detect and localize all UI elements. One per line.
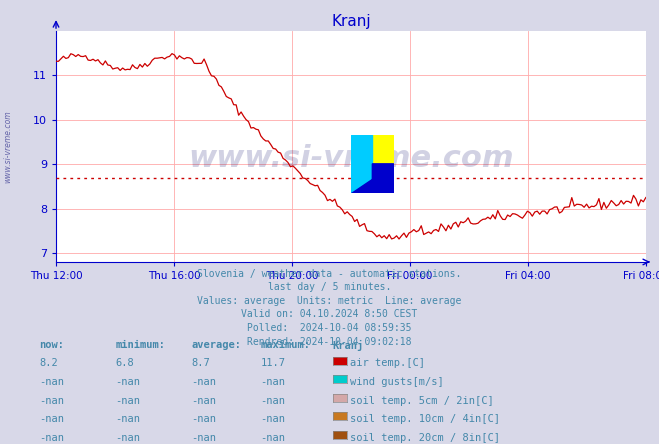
Text: minimum:: minimum:	[115, 340, 165, 350]
Text: -nan: -nan	[115, 414, 140, 424]
Text: -nan: -nan	[260, 377, 285, 387]
Text: -nan: -nan	[191, 414, 216, 424]
Text: -nan: -nan	[40, 414, 65, 424]
Text: soil temp. 5cm / 2in[C]: soil temp. 5cm / 2in[C]	[350, 396, 494, 406]
Text: -nan: -nan	[115, 433, 140, 443]
Text: air temp.[C]: air temp.[C]	[350, 358, 425, 369]
Text: -nan: -nan	[191, 396, 216, 406]
Text: -nan: -nan	[115, 377, 140, 387]
Title: Kranj: Kranj	[331, 13, 371, 28]
Text: www.si-vreme.com: www.si-vreme.com	[188, 143, 514, 173]
Text: -nan: -nan	[40, 377, 65, 387]
Polygon shape	[351, 135, 372, 193]
Text: -nan: -nan	[260, 433, 285, 443]
Text: soil temp. 20cm / 8in[C]: soil temp. 20cm / 8in[C]	[350, 433, 500, 443]
Text: wind gusts[m/s]: wind gusts[m/s]	[350, 377, 444, 387]
Text: Kranj: Kranj	[333, 340, 364, 351]
Text: maximum:: maximum:	[260, 340, 310, 350]
Text: Slovenia / weather data - automatic stations.
last day / 5 minutes.
Values: aver: Slovenia / weather data - automatic stat…	[197, 269, 462, 347]
Text: -nan: -nan	[40, 396, 65, 406]
Text: -nan: -nan	[191, 377, 216, 387]
Text: -nan: -nan	[115, 396, 140, 406]
Text: -nan: -nan	[191, 433, 216, 443]
Text: 11.7: 11.7	[260, 358, 285, 369]
Text: -nan: -nan	[260, 396, 285, 406]
Text: 8.2: 8.2	[40, 358, 58, 369]
Text: 8.7: 8.7	[191, 358, 210, 369]
Text: soil temp. 10cm / 4in[C]: soil temp. 10cm / 4in[C]	[350, 414, 500, 424]
Text: -nan: -nan	[260, 414, 285, 424]
Text: -nan: -nan	[40, 433, 65, 443]
Text: average:: average:	[191, 340, 241, 350]
Polygon shape	[351, 164, 393, 193]
Polygon shape	[372, 164, 393, 193]
Text: 6.8: 6.8	[115, 358, 134, 369]
Polygon shape	[372, 135, 393, 164]
Text: now:: now:	[40, 340, 65, 350]
Text: www.si-vreme.com: www.si-vreme.com	[3, 110, 13, 183]
